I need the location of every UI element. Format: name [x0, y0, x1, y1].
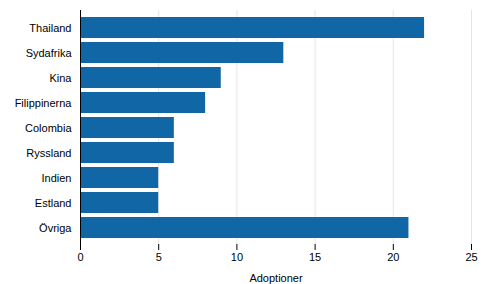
svg-text:5: 5	[156, 251, 162, 263]
svg-text:25: 25	[465, 251, 477, 263]
svg-text:Indien: Indien	[42, 172, 72, 184]
svg-text:Thailand: Thailand	[29, 22, 71, 34]
svg-text:Ryssland: Ryssland	[26, 147, 71, 159]
svg-text:15: 15	[309, 251, 321, 263]
svg-text:Colombia: Colombia	[25, 122, 72, 134]
svg-text:20: 20	[387, 251, 399, 263]
svg-text:10: 10	[231, 251, 243, 263]
svg-text:Kina: Kina	[49, 72, 72, 84]
svg-text:Filippinerna: Filippinerna	[15, 97, 73, 109]
svg-text:Estland: Estland	[35, 197, 72, 209]
svg-text:Övriga: Övriga	[39, 222, 72, 234]
svg-text:Adoptioner: Adoptioner	[249, 272, 303, 284]
svg-text:Sydafrika: Sydafrika	[26, 47, 73, 59]
svg-text:0: 0	[77, 251, 83, 263]
